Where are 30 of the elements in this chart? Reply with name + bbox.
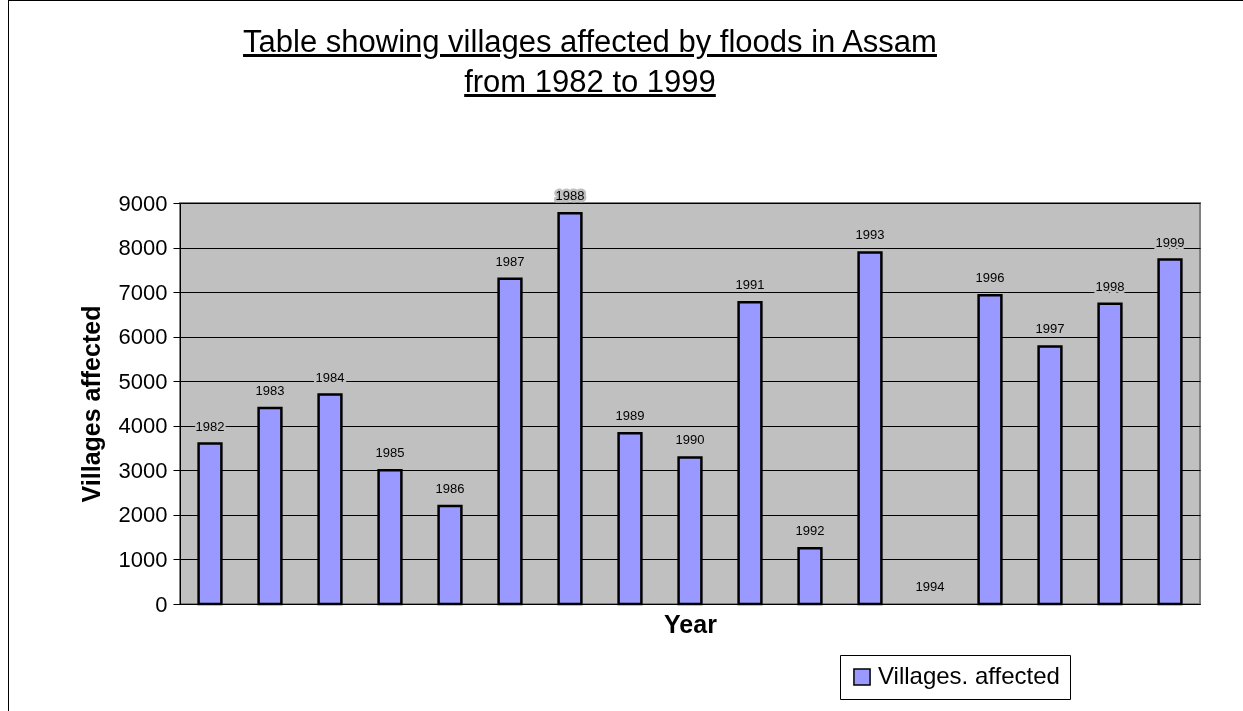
y-tick-label: 4000 [118, 413, 168, 439]
y-tick-label: 0 [155, 591, 168, 617]
x-tick-label: 1987 [495, 253, 525, 269]
y-tick-label: 3000 [118, 457, 168, 483]
y-tick-label: 2000 [118, 502, 168, 528]
y-tick-label: 8000 [118, 235, 168, 261]
x-tick-label: 1996 [975, 270, 1005, 286]
y-tick-label: 6000 [118, 324, 168, 350]
y-tick-label: 5000 [118, 368, 168, 394]
x-tick-label: 1988 [555, 188, 585, 204]
x-tick-label: 1991 [735, 277, 765, 293]
x-tick-label: 1992 [795, 523, 825, 539]
x-axis-title: Year [664, 609, 718, 638]
x-tick-label: 1994 [915, 579, 945, 594]
y-tick-label: 7000 [118, 279, 168, 305]
x-tick-label: 1990 [675, 432, 705, 448]
x-tick-label: 1999 [1155, 234, 1185, 250]
x-tick-label: 1993 [855, 227, 885, 243]
x-tick-label: 1984 [315, 369, 345, 385]
y-tick-label: 9000 [118, 190, 168, 216]
x-tick-label: 1985 [375, 445, 405, 461]
y-tick-label: 1000 [118, 546, 168, 572]
legend-label: Villages. affected [878, 662, 1060, 689]
x-tick-label: 1998 [1095, 278, 1125, 294]
chart-title: Table showing villages affected by floods in Assam from 1982 to 1999 [242, 23, 938, 101]
x-tick-label: 1989 [615, 408, 645, 424]
x-tick-label: 1983 [255, 382, 285, 398]
x-tick-label: 1986 [435, 480, 465, 496]
x-tick-label: 1997 [1035, 321, 1065, 337]
y-axis-title: Villages affected [76, 305, 105, 503]
